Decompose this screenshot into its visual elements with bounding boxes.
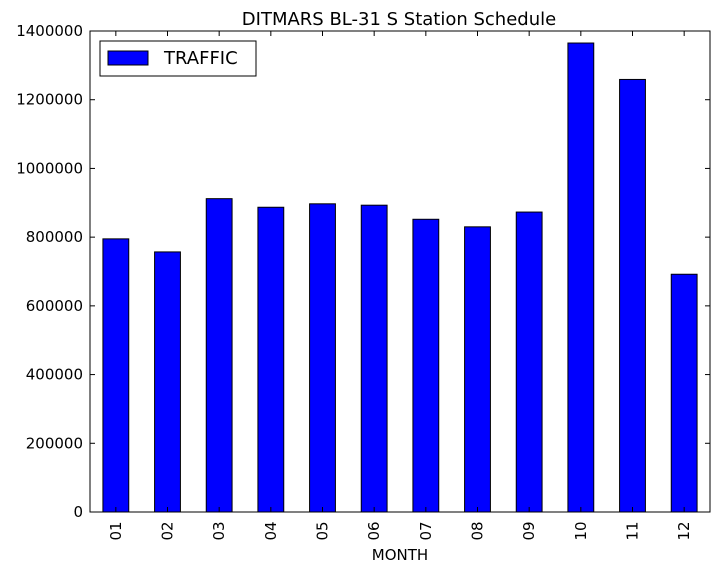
- bar-04: [257, 206, 285, 513]
- legend-swatch-traffic: [107, 50, 149, 66]
- bar-05: [309, 203, 336, 513]
- x-axis-ticks: 01 02 03 04 05 06 07 08 09 10 11 12: [107, 31, 693, 541]
- x-tick-label-08: 08: [469, 521, 487, 540]
- x-tick-label-01: 01: [107, 521, 125, 540]
- x-tick-label-04: 04: [262, 521, 280, 540]
- legend-label-traffic: TRAFFIC: [163, 48, 238, 69]
- x-tick-label-09: 09: [520, 521, 538, 540]
- bar-01: [102, 238, 130, 513]
- y-tick-label-3: 600000: [26, 297, 83, 315]
- x-tick-label-02: 02: [159, 521, 177, 540]
- x-tick-label-07: 07: [417, 521, 435, 540]
- bar-08: [464, 226, 491, 513]
- bar-09: [515, 211, 543, 513]
- bar-07: [412, 218, 440, 513]
- y-tick-label-4: 800000: [26, 228, 83, 246]
- bar-02: [154, 251, 181, 513]
- bar-06: [360, 204, 388, 513]
- x-tick-label-12: 12: [675, 521, 693, 540]
- bar-12: [670, 273, 698, 513]
- bar-03: [205, 198, 233, 513]
- y-tick-label-7: 1400000: [16, 22, 83, 40]
- y-tick-label-6: 1200000: [16, 91, 83, 109]
- x-axis-label: MONTH: [372, 546, 428, 564]
- bar-11: [619, 78, 646, 513]
- y-axis-ticks: 0 200000 400000 600000 800000 1000000 1200000 1…: [16, 22, 710, 521]
- x-tick-label-05: 05: [314, 521, 332, 540]
- bars-group: [102, 42, 698, 513]
- y-tick-label-1: 200000: [26, 434, 83, 452]
- plot-frame: [89, 30, 711, 513]
- x-tick-label-03: 03: [210, 521, 228, 540]
- y-tick-label-5: 1000000: [16, 159, 83, 177]
- bar-10: [567, 42, 595, 513]
- x-tick-label-10: 10: [572, 521, 590, 540]
- x-tick-label-11: 11: [624, 521, 642, 540]
- legend: TRAFFIC: [99, 40, 257, 77]
- chart-title: DITMARS BL-31 S Station Schedule: [242, 9, 556, 30]
- y-tick-label-2: 400000: [26, 366, 83, 384]
- y-tick-label-0: 0: [73, 503, 83, 521]
- x-tick-label-06: 06: [365, 521, 383, 540]
